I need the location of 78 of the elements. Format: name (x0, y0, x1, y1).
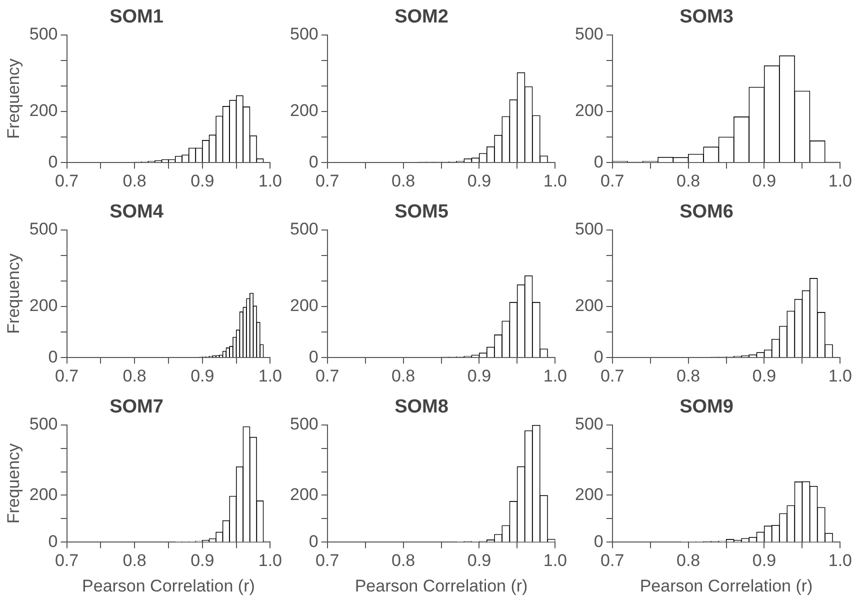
y-tick-label: 500 (29, 219, 58, 238)
x-tick-label: 0.7 (316, 366, 340, 386)
x-tick-label: 0.9 (467, 171, 492, 190)
x-tick-label: 0.9 (190, 551, 214, 570)
y-tick-label: 200 (574, 484, 604, 504)
x-tick-label: 0.9 (190, 366, 214, 386)
chart-title: SOM7 (110, 396, 164, 418)
x-tick-label: 1.0 (828, 551, 852, 570)
y-tick-label: 200 (290, 296, 318, 316)
y-tick-label: 0 (308, 347, 318, 366)
x-tick-label: 1.0 (543, 366, 568, 386)
x-tick-label: 0.8 (391, 551, 416, 570)
y-tick-label: 200 (29, 296, 58, 316)
chart-title: SOM4 (110, 202, 164, 223)
x-tick-label: 0.7 (316, 551, 340, 570)
y-tick-label: 0 (48, 152, 58, 172)
x-tick-label: 0.9 (467, 366, 492, 386)
y-tick-label: 0 (594, 347, 604, 366)
x-tick-label: 0.8 (122, 366, 146, 386)
y-tick-label: 500 (29, 414, 58, 434)
x-tick-label: 0.8 (676, 366, 700, 386)
x-tick-label: 0.8 (676, 171, 700, 190)
y-axis-title: Frequency (4, 442, 23, 524)
y-tick-label: 500 (574, 414, 604, 434)
chart-title: SOM2 (394, 6, 448, 28)
x-axis-title: Pearson Correlation (r) (354, 576, 528, 596)
x-tick-label: 0.9 (190, 171, 214, 190)
y-tick-label: 200 (574, 296, 604, 316)
y-tick-label: 500 (29, 24, 58, 44)
x-tick-label: 1.0 (828, 171, 852, 190)
y-tick-label: 0 (594, 532, 604, 551)
x-tick-label: 0.7 (600, 551, 624, 570)
x-axis-title: Pearson Correlation (r) (82, 576, 255, 596)
y-tick-label: 0 (308, 532, 318, 551)
x-tick-label: 1.0 (543, 171, 568, 190)
x-tick-label: 1.0 (258, 171, 282, 190)
y-tick-label: 500 (290, 219, 318, 238)
y-tick-label: 200 (29, 101, 58, 120)
chart-title: SOM5 (394, 202, 449, 223)
x-tick-label: 0.8 (391, 171, 416, 190)
y-tick-label: 500 (574, 24, 604, 44)
y-tick-label: 0 (308, 152, 318, 172)
y-axis-title: Frequency (4, 253, 23, 334)
x-tick-label: 0.7 (600, 171, 624, 190)
x-tick-label: 1.0 (258, 366, 282, 386)
x-axis-title: Pearson Correlation (r) (640, 576, 813, 596)
y-axis-title: Frequency (4, 58, 23, 139)
y-tick-label: 200 (290, 101, 318, 120)
x-tick-label: 0.7 (54, 171, 79, 190)
x-tick-label: 0.8 (676, 551, 700, 570)
y-tick-label: 500 (574, 219, 604, 238)
x-tick-label: 0.8 (122, 171, 146, 190)
x-tick-label: 1.0 (258, 551, 282, 570)
x-tick-label: 0.8 (391, 366, 416, 386)
chart-title: SOM9 (680, 396, 734, 418)
x-tick-label: 0.7 (54, 366, 79, 386)
y-tick-label: 500 (290, 24, 318, 44)
x-tick-label: 0.9 (752, 171, 776, 190)
x-tick-label: 0.9 (752, 366, 776, 386)
y-tick-label: 0 (594, 152, 604, 172)
y-tick-label: 500 (290, 414, 318, 434)
chart-title: SOM3 (680, 6, 734, 28)
y-tick-label: 200 (574, 101, 604, 120)
chart-title: SOM1 (110, 6, 164, 28)
chart-title: SOM8 (394, 396, 448, 418)
y-tick-label: 200 (290, 484, 318, 504)
x-tick-label: 1.0 (828, 366, 852, 386)
x-tick-label: 0.9 (467, 551, 492, 570)
x-tick-label: 0.7 (316, 171, 340, 190)
x-tick-label: 1.0 (543, 551, 568, 570)
x-tick-label: 0.7 (600, 366, 624, 386)
y-tick-label: 0 (48, 532, 58, 551)
y-tick-label: 0 (48, 347, 58, 366)
chart-title: SOM6 (680, 202, 734, 223)
y-tick-label: 200 (29, 484, 58, 504)
x-tick-label: 0.7 (54, 551, 79, 570)
x-tick-label: 0.9 (752, 551, 776, 570)
x-tick-label: 0.8 (122, 551, 146, 570)
